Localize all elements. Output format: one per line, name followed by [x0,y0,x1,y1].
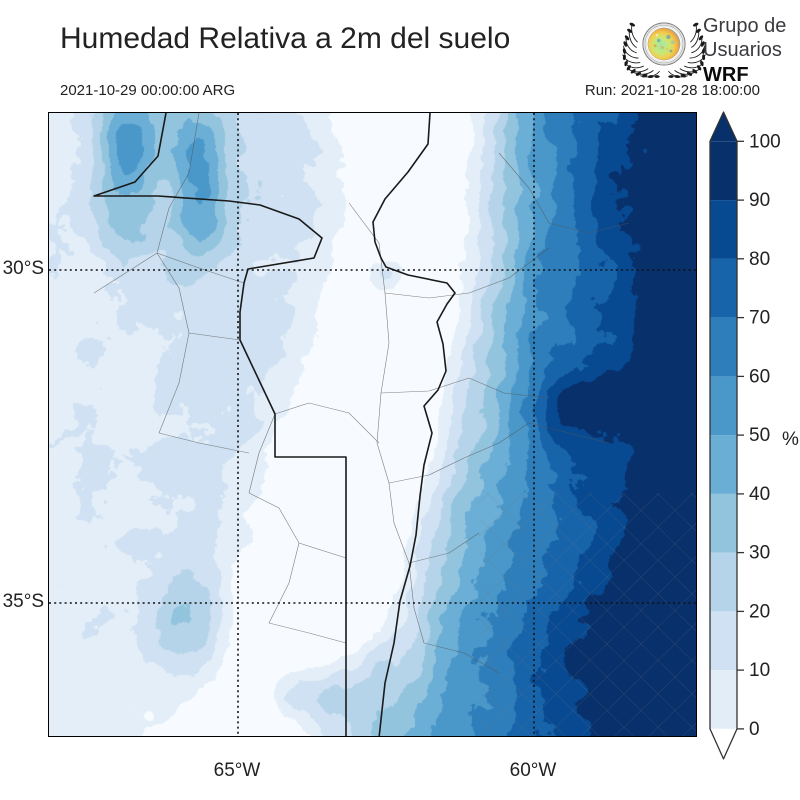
svg-text:40: 40 [749,484,770,505]
svg-text:90: 90 [749,190,770,211]
svg-text:50: 50 [749,425,770,446]
svg-text:20: 20 [749,601,770,622]
svg-text:60: 60 [749,366,770,387]
svg-text:%: % [782,429,799,450]
svg-text:100: 100 [749,131,781,152]
svg-text:30: 30 [749,543,770,564]
svg-text:80: 80 [749,249,770,270]
svg-text:70: 70 [749,308,770,329]
svg-text:0: 0 [749,719,760,740]
svg-text:10: 10 [749,660,770,681]
